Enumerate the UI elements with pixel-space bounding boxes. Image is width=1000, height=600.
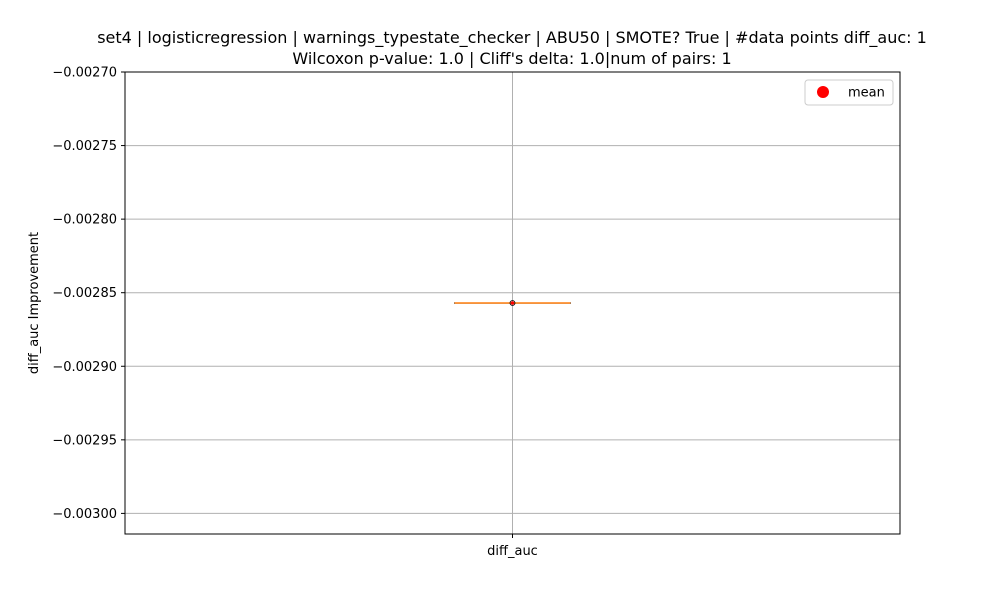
y-tick-label: −0.00300 — [52, 507, 117, 522]
legend: mean — [804, 79, 894, 106]
y-tick-label: −0.00290 — [52, 360, 117, 375]
legend-mean-marker — [817, 86, 829, 98]
box-data-point — [509, 300, 516, 306]
y-tick-label: −0.00275 — [52, 139, 117, 154]
chart-title-line2: Wilcoxon p-value: 1.0 | Cliff's delta: 1… — [292, 49, 731, 68]
y-tick-label: −0.00270 — [52, 66, 117, 81]
box-layer — [454, 300, 571, 306]
box-mean-marker — [510, 301, 515, 305]
y-tick-label: −0.00280 — [52, 213, 117, 228]
x-tick-label: diff_auc — [487, 544, 538, 559]
y-tick-label: −0.00285 — [52, 286, 117, 301]
y-axis-ticks: −0.00270 −0.00275 −0.00280 −0.00285 −0.00290… — [52, 66, 125, 522]
legend-box — [804, 79, 894, 106]
y-axis-label: diff_auc Improvement — [27, 232, 42, 374]
y-tick-label: −0.00295 — [52, 433, 117, 448]
legend-mean-label: mean — [848, 86, 885, 101]
x-axis-ticks: diff_auc — [487, 534, 538, 559]
chart-title-line1: set4 | logisticregression | warnings_typ… — [97, 28, 927, 48]
